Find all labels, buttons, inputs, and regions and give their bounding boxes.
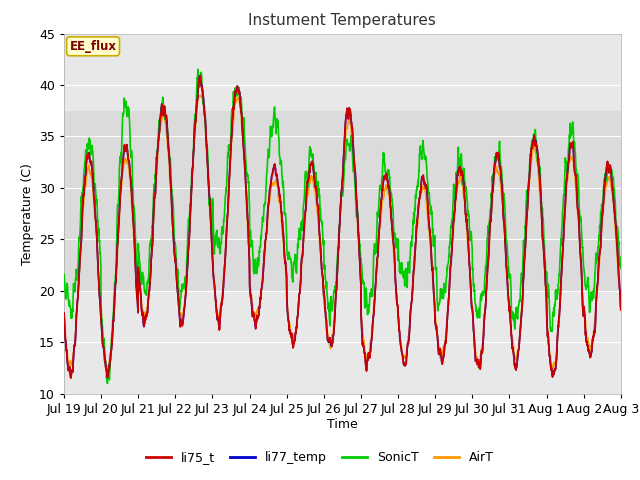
SonicT (568, 126, 576, 132)
Text: EE_flux: EE_flux (70, 40, 116, 53)
li77_temp (617, 307, 625, 312)
li75_t (371, 290, 379, 296)
SonicT (584, 278, 591, 284)
AirT (584, 335, 591, 341)
li75_t (196, 73, 204, 79)
Line: li77_temp: li77_temp (64, 75, 621, 377)
li75_t (617, 307, 625, 313)
SonicT (216, 248, 223, 254)
li75_t (505, 297, 513, 303)
li77_temp (196, 72, 204, 78)
li75_t (216, 323, 223, 328)
SonicT (505, 264, 513, 269)
li77_temp (371, 290, 379, 296)
X-axis label: Time: Time (327, 419, 358, 432)
SonicT (60, 271, 68, 277)
Legend: li75_t, li77_temp, SonicT, AirT: li75_t, li77_temp, SonicT, AirT (141, 446, 499, 469)
AirT (371, 293, 379, 299)
SonicT (371, 247, 379, 252)
AirT (359, 330, 367, 336)
li77_temp (568, 142, 576, 147)
Line: AirT: AirT (64, 95, 621, 372)
Bar (64, 111, 621, 291)
li75_t (584, 342, 591, 348)
Line: SonicT: SonicT (64, 70, 621, 384)
li77_temp (216, 321, 223, 327)
li77_temp (505, 296, 513, 302)
SonicT (617, 265, 625, 271)
AirT (103, 369, 111, 375)
Line: li75_t: li75_t (64, 76, 621, 378)
li75_t (60, 310, 68, 316)
li75_t (67, 375, 75, 381)
AirT (60, 311, 68, 316)
Y-axis label: Temperature (C): Temperature (C) (20, 163, 33, 264)
SonicT (194, 67, 202, 72)
li77_temp (584, 343, 591, 349)
li77_temp (359, 340, 367, 346)
li77_temp (67, 374, 74, 380)
AirT (505, 299, 513, 305)
AirT (617, 302, 625, 308)
AirT (216, 310, 223, 316)
li75_t (568, 141, 576, 147)
AirT (198, 92, 205, 98)
AirT (568, 155, 576, 161)
li75_t (359, 341, 367, 347)
SonicT (104, 381, 111, 386)
Title: Instument Temperatures: Instument Temperatures (248, 13, 436, 28)
SonicT (359, 281, 367, 287)
li77_temp (60, 311, 68, 316)
